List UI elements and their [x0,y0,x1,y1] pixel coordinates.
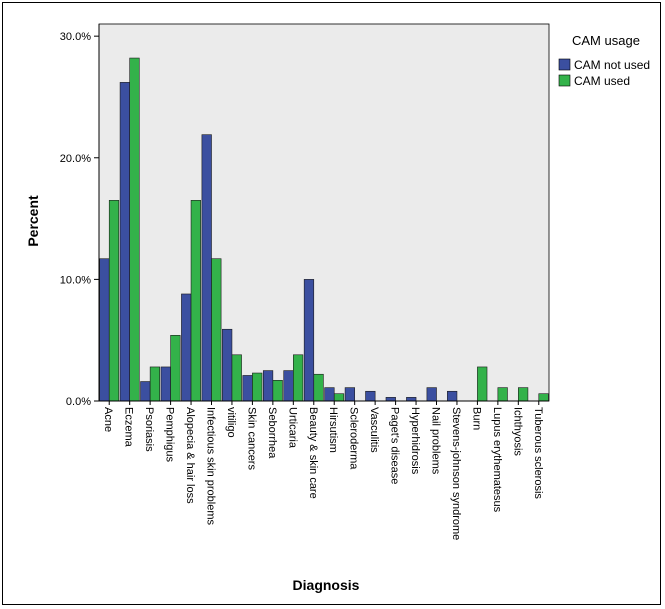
bar-cam-not-used [344,387,355,402]
x-tick-label: Burn [470,407,482,430]
x-tick-label: Infectious skin problems [205,407,217,525]
bar-cam-used [272,380,283,402]
bar-cam-used [518,387,529,402]
y-tick-label: 0.0% [66,396,91,408]
x-tick-label: vitiligo [225,407,237,438]
bar-cam-not-used [303,279,315,402]
y-tick-label: 30.0% [60,31,91,43]
plot-area [98,23,550,402]
bar-cam-not-used [242,375,253,402]
bar-cam-used [293,354,304,402]
y-tick-label: 20.0% [60,153,91,165]
bar-cam-used [313,373,324,402]
bar-cam-not-used [385,397,396,402]
x-tick-label: Nail problems [430,407,442,475]
x-tick-label: Lupus erythematesus [491,407,503,513]
bar-cam-not-used [447,390,458,402]
x-tick-label: Pemphigus [164,407,176,463]
x-tick-label: Vasculitis [368,407,380,453]
bar-cam-used [497,387,508,402]
legend-label-used: CAM used [574,74,630,88]
x-tick-label: Urticaria [286,407,298,449]
x-tick-label: Hirsutism [327,407,339,453]
legend-swatch-used [558,74,571,87]
bar-cam-used [333,393,345,402]
bar-cam-used [231,354,242,402]
bar-cam-used [170,335,181,402]
legend-label-not-used: CAM not used [574,58,650,72]
x-tick-label: Seborrhea [266,407,278,459]
bar-cam-not-used [406,397,417,402]
x-tick-label: Skin cancers [245,407,257,470]
bar-cam-used [129,57,140,402]
x-tick-label: Psoriasis [143,407,155,452]
bar-cam-not-used [160,366,171,402]
legend: CAM usage CAM not used CAM used [558,33,650,88]
bar-cam-used [477,366,488,402]
bars-group [99,57,549,402]
x-tick-label: Tuberous sclerosis [532,407,544,499]
x-tick-label: Acne [102,407,114,432]
x-tick-label: Eczema [123,407,135,448]
bar-cam-used [252,372,263,402]
bar-cam-used [149,366,161,402]
bar-cam-not-used [222,328,233,402]
bar-cam-not-used [324,387,335,402]
bar-cam-used [538,393,549,402]
legend-swatch-not-used [558,58,571,71]
x-tick-label: Stevens-johnson syndrome [450,407,462,540]
bar-cam-not-used [262,370,274,402]
y-tick-label: 10.0% [60,274,91,286]
x-tick-label: Ichthyosis [511,407,523,456]
x-ticks-group: Acne Eczema Psoriasis Pemphigus Alopecia & h… [102,401,544,540]
bar-cam-used [211,258,222,402]
bar-cam-not-used [201,134,212,402]
bar-cam-used [108,200,120,402]
bar-cam-not-used [99,258,110,402]
bar-cam-not-used [181,293,192,402]
x-tick-label: Beauty & skin care [307,407,319,499]
bar-cam-not-used [426,387,437,402]
bar-cam-not-used [140,381,151,402]
y-axis-title: Percent [25,195,41,247]
x-tick-label: Paget's disease [389,407,401,484]
legend-title: CAM usage [572,33,640,48]
bar-cam-not-used [365,390,376,402]
x-axis-title: Diagnosis [293,577,360,593]
x-tick-label: Hyperhidrosis [409,407,421,475]
bar-cam-used [190,200,201,402]
bar-cam-not-used [283,370,294,402]
y-ticks-group: 0.0% 10.0% 20.0% 30.0% [60,31,99,408]
bar-cam-not-used [119,82,130,402]
x-tick-label: Alopecia & hair loss [184,407,196,504]
x-tick-label: Scleroderma [348,407,360,470]
